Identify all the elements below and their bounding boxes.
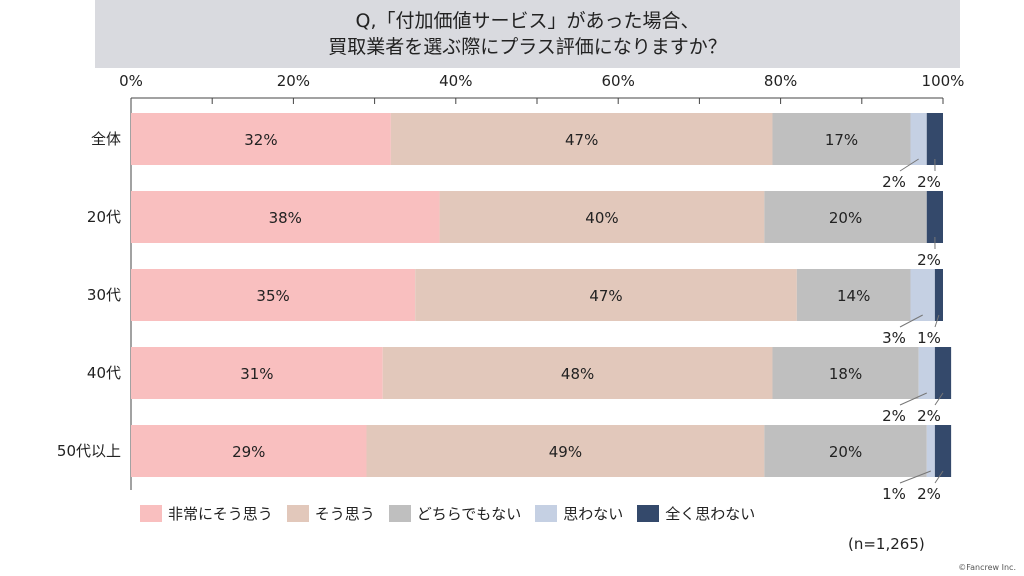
data-label: 2% (917, 407, 941, 425)
leader-line (934, 470, 944, 484)
leader-line (899, 158, 919, 172)
legend-label: 思わない (563, 505, 624, 523)
leader-line (899, 314, 923, 328)
title-line-1: Q,「付加価値サービス」があった場合、 (355, 10, 700, 32)
category-label: 40代 (87, 364, 121, 382)
data-label: 49% (549, 443, 582, 461)
data-label: 48% (561, 365, 594, 383)
credit: ©Fancrew Inc. (958, 563, 1016, 572)
data-label: 47% (565, 131, 598, 149)
legend-label: そう思う (314, 505, 375, 523)
data-label: 38% (269, 209, 302, 227)
data-label: 14% (837, 287, 870, 305)
legend-label: どちらでもない (416, 505, 522, 523)
bar-segment (131, 269, 416, 321)
stacked-bar-chart: 0% 20% 40% 60% 80% 100% 全体 32% 47% 17% 2% 2% 20代 38% 4… (57, 72, 965, 500)
data-label: 1% (882, 485, 906, 500)
category-label: 20代 (87, 208, 121, 226)
x-tick-label: 0% (119, 72, 143, 90)
x-tick-label: 40% (439, 72, 472, 90)
legend-item: 全く思わない (637, 503, 755, 524)
leader-line (934, 392, 944, 406)
data-label: 31% (240, 365, 273, 383)
bar-segment (415, 269, 797, 321)
bar-segment (934, 269, 943, 321)
legend-item: そう思う (286, 503, 375, 524)
bar-segment (382, 347, 773, 399)
bar-segment (796, 269, 911, 321)
data-label: 1% (917, 329, 941, 347)
legend-label: 非常にそう思う (168, 505, 273, 523)
legend-label: 全く思わない (665, 505, 756, 523)
bar-segment (131, 347, 383, 399)
leader-line (899, 470, 932, 484)
data-label: 29% (232, 443, 265, 461)
data-label: 17% (825, 131, 858, 149)
legend-swatch (286, 505, 309, 522)
x-tick-label: 60% (602, 72, 635, 90)
leader-line (934, 314, 940, 328)
legend-swatch (637, 505, 660, 522)
x-tick-label: 80% (764, 72, 797, 90)
bar-segment (926, 113, 943, 165)
sample-size-note: (n=1,265) (848, 535, 925, 553)
title-line-2: 買取業者を選ぶ際にプラス評価になりますか？ (328, 36, 727, 58)
bar-segment (918, 347, 935, 399)
data-label: 47% (589, 287, 622, 305)
bar-segment (910, 269, 935, 321)
legend-item: 思わない (535, 503, 623, 524)
bar-segment (439, 191, 765, 243)
legend-swatch (388, 505, 411, 522)
x-tick-label: 20% (277, 72, 310, 90)
bar-segment (366, 425, 765, 477)
bar-segment (772, 113, 911, 165)
bar-segment (934, 425, 952, 477)
category-label: 全体 (91, 130, 121, 148)
leader-line (899, 392, 927, 406)
bar-segment (926, 425, 935, 477)
data-label: 2% (917, 485, 941, 500)
bar-segment (934, 347, 952, 399)
data-label: 2% (882, 173, 906, 191)
bar-segment (764, 191, 927, 243)
bar-segment (764, 425, 927, 477)
bar-segment (390, 113, 773, 165)
bar-segment (131, 113, 391, 165)
data-label: 18% (829, 365, 862, 383)
legend-item: どちらでもない (388, 503, 522, 524)
data-label: 32% (244, 131, 277, 149)
category-label: 30代 (87, 286, 121, 304)
data-label: 2% (882, 407, 906, 425)
legend: 非常にそう思う そう思う どちらでもない 思わない 全く思わない (140, 503, 755, 524)
data-label: 35% (256, 287, 289, 305)
bar-segment (131, 425, 367, 477)
bar-segment (131, 191, 440, 243)
legend-item: 非常にそう思う (140, 503, 273, 524)
bar-segment (910, 113, 927, 165)
data-label: 2% (917, 251, 941, 269)
data-label: 2% (917, 173, 941, 191)
data-label: 40% (585, 209, 618, 227)
data-label: 3% (882, 329, 906, 347)
data-label: 20% (829, 209, 862, 227)
legend-swatch (535, 505, 558, 522)
bar-segment (926, 191, 943, 243)
category-label: 50代以上 (57, 442, 121, 460)
x-tick-label: 100% (922, 72, 965, 90)
legend-swatch (140, 505, 162, 522)
bar-segment (772, 347, 919, 399)
data-label: 20% (829, 443, 862, 461)
chart-title: Q,「付加価値サービス」があった場合、 買取業者を選ぶ際にプラス評価になりますか… (95, 0, 960, 68)
